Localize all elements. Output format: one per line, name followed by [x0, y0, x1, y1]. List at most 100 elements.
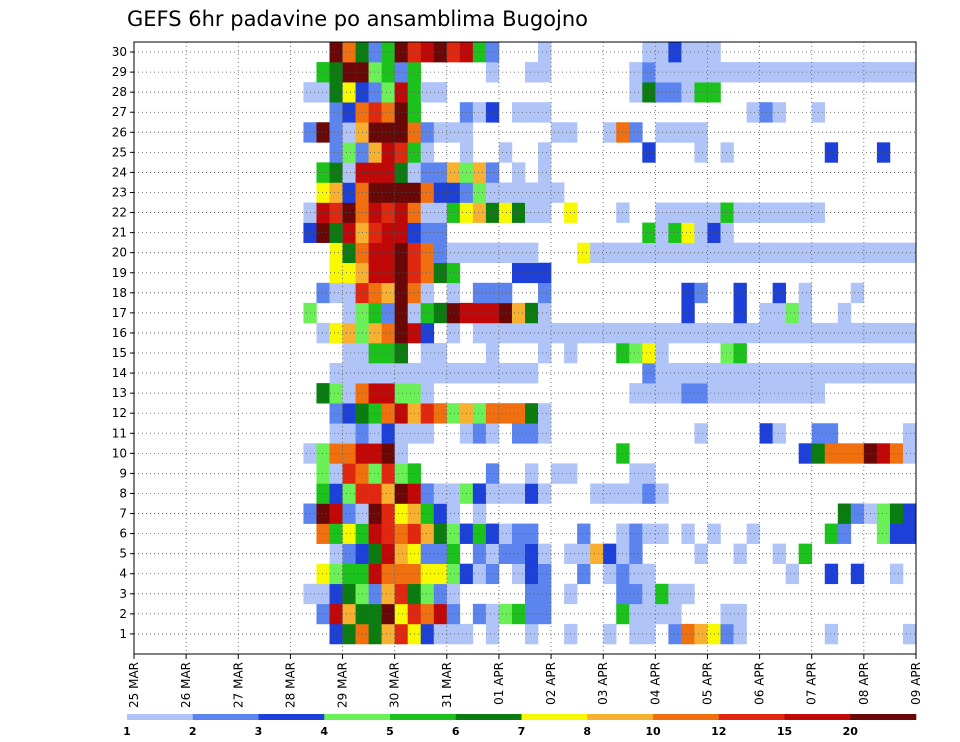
heatmap-cell [342, 403, 356, 424]
heatmap-cell [525, 563, 539, 585]
heatmap-cell [446, 603, 461, 625]
heatmap-cell [381, 583, 395, 605]
heatmap-cell [368, 62, 382, 83]
heatmap-cell [368, 322, 382, 344]
heatmap-cell [316, 443, 330, 464]
heatmap-cell [420, 503, 435, 524]
legend-swatch [521, 714, 588, 720]
heatmap-cell [381, 262, 395, 284]
heatmap-cell [876, 62, 891, 83]
y-tick-label: 12 [112, 406, 127, 420]
heatmap-cell [381, 162, 395, 183]
heatmap-cell [420, 222, 435, 243]
heatmap-cell [538, 302, 552, 324]
heatmap-cell [446, 403, 461, 424]
heatmap-cell [316, 62, 330, 83]
heatmap-cell [525, 463, 539, 484]
heatmap-cell [668, 242, 682, 264]
heatmap-cell [655, 42, 669, 63]
heatmap-cell [446, 623, 461, 645]
x-tick-label: 26 MAR [179, 662, 193, 708]
heatmap-cell [733, 302, 747, 324]
y-tick-label: 27 [112, 105, 127, 119]
heatmap-cell [381, 423, 395, 444]
heatmap-cell [772, 363, 786, 384]
heatmap-cell [694, 142, 708, 163]
heatmap-cell [681, 363, 695, 384]
heatmap-cell [394, 242, 408, 264]
heatmap-cell [681, 583, 695, 605]
heatmap-cell [538, 142, 552, 163]
heatmap-cell [733, 383, 747, 404]
heatmap-cell [381, 62, 395, 83]
heatmap-cell [590, 483, 604, 504]
heatmap-cell [420, 523, 435, 544]
heatmap-cell [446, 563, 461, 585]
heatmap-cell [368, 563, 382, 585]
heatmap-cell [746, 62, 760, 83]
heatmap-cell [902, 242, 917, 264]
heatmap-cell [668, 623, 682, 645]
heatmap-cell [329, 603, 343, 625]
heatmap-cell [498, 142, 513, 163]
heatmap-cell [368, 102, 382, 123]
heatmap-cell [837, 302, 852, 324]
heatmap-cell [342, 383, 356, 404]
heatmap-cell [694, 222, 708, 243]
heatmap-cell [720, 142, 734, 163]
heatmap-cell [368, 363, 382, 384]
heatmap-cell [642, 583, 656, 605]
heatmap-cell [629, 543, 643, 565]
heatmap-cell [577, 523, 591, 544]
heatmap-cell [720, 202, 734, 223]
heatmap-cell [342, 543, 356, 565]
heatmap-cell [824, 523, 839, 544]
heatmap-cell [329, 262, 343, 284]
heatmap-cell [798, 543, 813, 565]
heatmap-cell [381, 282, 395, 304]
heatmap-cell [681, 122, 695, 143]
heatmap-cell [368, 282, 382, 304]
heatmap-cell [446, 202, 461, 223]
heatmap-cell [394, 583, 408, 605]
heatmap-cell [472, 563, 487, 585]
y-axis-ticks: 1234567891011121314151617181920212223242… [112, 45, 134, 641]
heatmap-cell [642, 62, 656, 83]
heatmap-cell [629, 383, 643, 404]
heatmap-cell [746, 363, 760, 384]
heatmap-cell [746, 242, 760, 264]
heatmap-cell [368, 523, 382, 544]
heatmap-cell [329, 102, 343, 123]
heatmap-cell [394, 563, 408, 585]
heatmap-cell [798, 363, 813, 384]
heatmap-cell [824, 443, 839, 464]
heatmap-cell [394, 302, 408, 324]
heatmap-cell [381, 122, 395, 143]
y-tick-label: 19 [112, 266, 127, 280]
heatmap-cell [772, 102, 786, 123]
heatmap-cell [472, 423, 487, 444]
heatmap-cell [655, 483, 669, 504]
x-tick-label: 06 APR [753, 662, 767, 705]
heatmap-cell [472, 322, 487, 344]
heatmap-cell [668, 583, 682, 605]
x-tick-label: 05 APR [700, 662, 714, 705]
heatmap-cell [433, 623, 448, 645]
legend-label: 15 [777, 725, 792, 738]
heatmap-cell [433, 302, 448, 324]
heatmap-cell [472, 483, 487, 504]
heatmap-cell [329, 182, 343, 203]
heatmap-cell [472, 162, 487, 183]
y-tick-label: 4 [119, 567, 127, 581]
heatmap-cell [694, 42, 708, 63]
heatmap-cell [525, 363, 539, 384]
chart-title: GEFS 6hr padavine po ansamblima Bugojno [127, 7, 588, 31]
heatmap-cell [394, 162, 408, 183]
heatmap-cell [381, 543, 395, 565]
x-tick-label: 25 MAR [127, 662, 141, 708]
x-tick-label: 07 APR [805, 662, 819, 705]
heatmap-cell [433, 523, 448, 544]
heatmap-cell [394, 82, 408, 103]
heatmap-cell [498, 603, 513, 625]
heatmap-cell [746, 102, 760, 123]
